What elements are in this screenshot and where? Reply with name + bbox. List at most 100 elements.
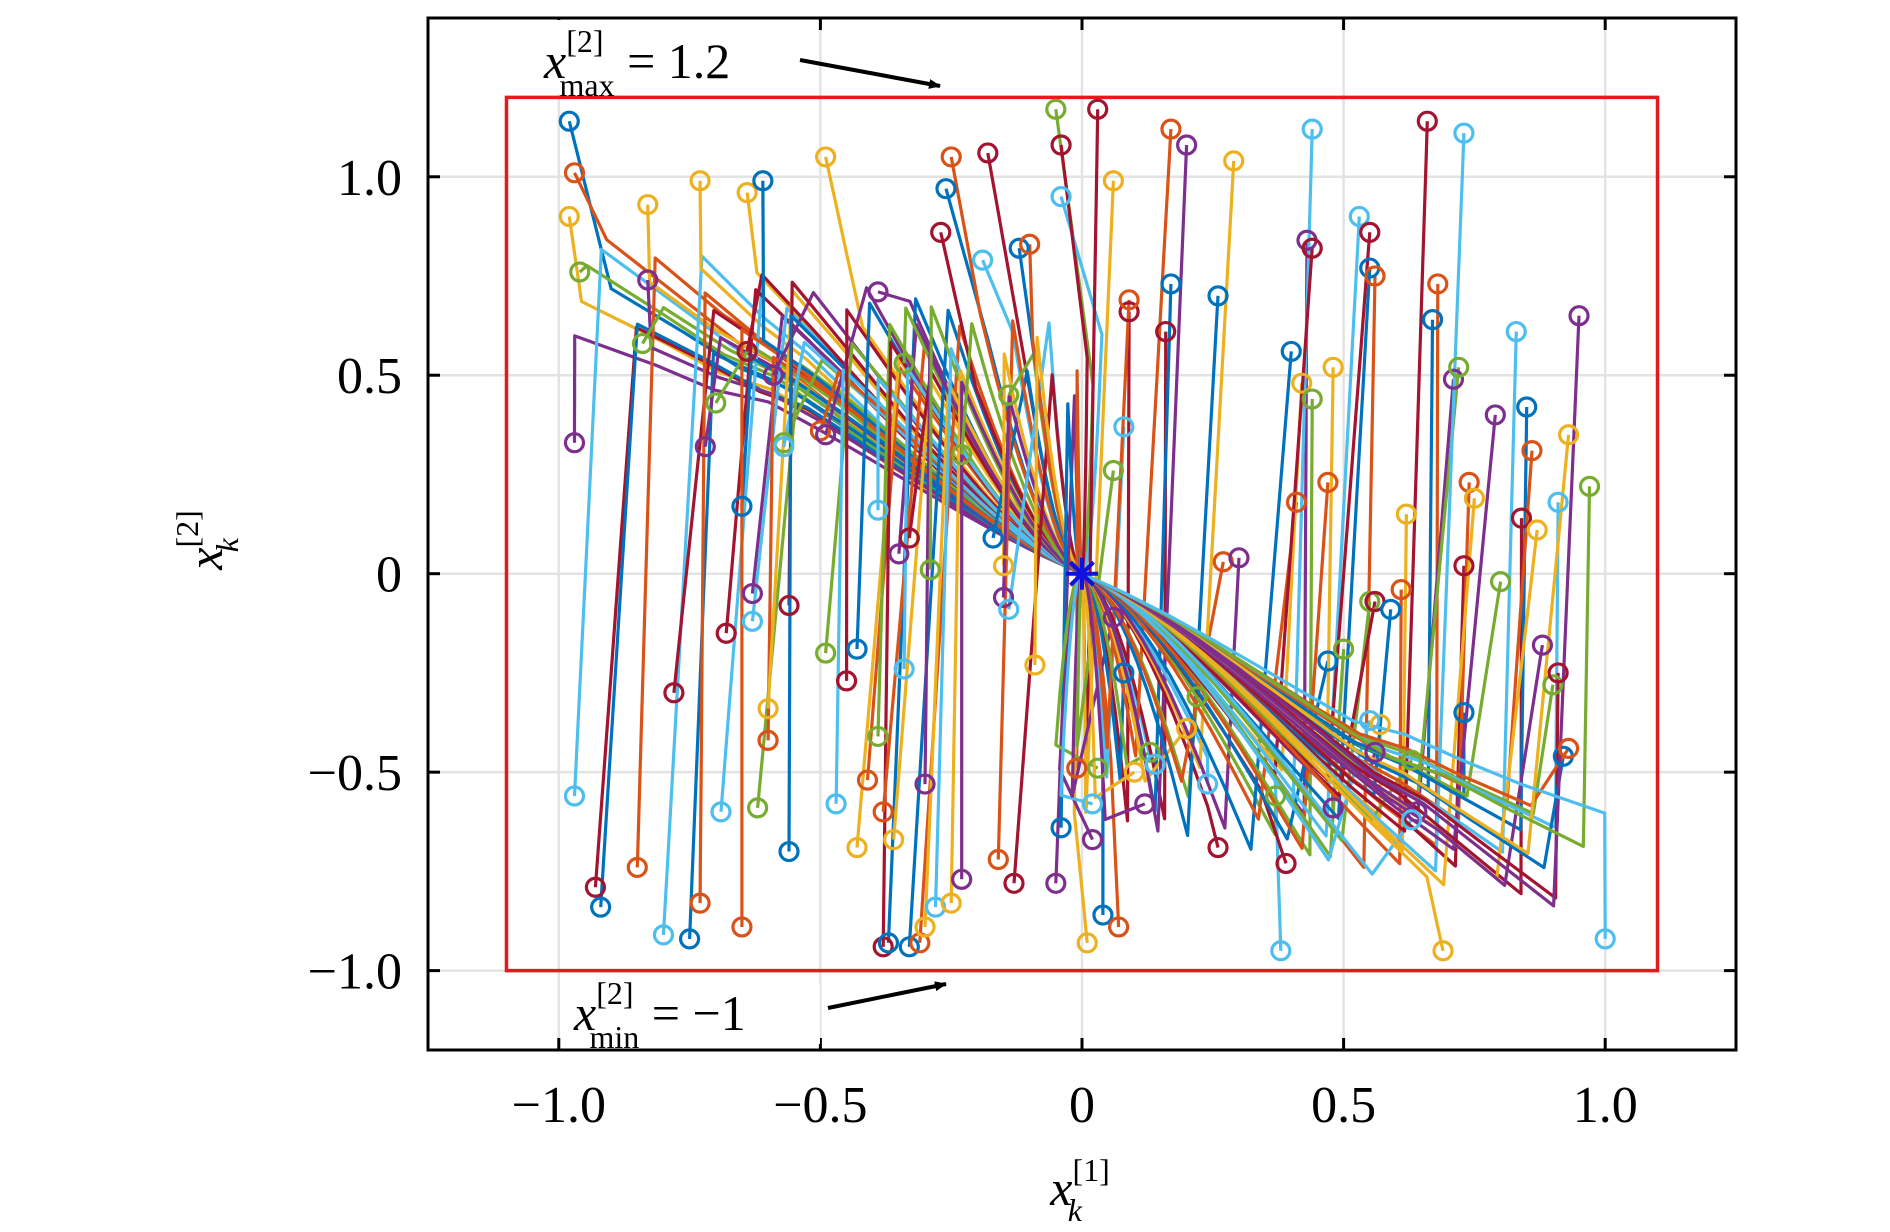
initial-state-marker	[1510, 507, 1533, 529]
initial-state-marker	[1003, 872, 1025, 894]
initial-state-marker	[815, 642, 837, 664]
annotation-xmax: x[2] max = 1.2	[540, 20, 941, 103]
initial-state-marker	[1144, 753, 1166, 775]
initial-state-marker	[1081, 829, 1104, 851]
trajectory-line	[960, 380, 1083, 880]
initial-state-marker	[736, 340, 758, 363]
initial-state-marker	[867, 281, 889, 303]
initial-state-marker	[1280, 340, 1302, 363]
equilibrium-stroke	[1069, 560, 1095, 587]
initial-state-marker	[935, 178, 957, 200]
initial-state-marker	[731, 495, 753, 517]
initial-state-marker	[736, 182, 758, 204]
initial-state-marker	[694, 436, 716, 458]
initial-state-marker	[778, 840, 800, 863]
svg-text:x[2]max = 1.2: x[2] max = 1.2	[543, 23, 730, 103]
initial-state-marker	[1102, 606, 1124, 628]
initial-state-marker	[1207, 836, 1229, 859]
initial-state-marker	[715, 622, 737, 644]
initial-state-marker	[689, 892, 711, 914]
initial-state-marker	[757, 698, 779, 720]
initial-state-marker	[747, 797, 769, 819]
trajectory-line	[646, 279, 1083, 576]
initial-state-marker	[1050, 817, 1072, 839]
initial-state-marker	[893, 658, 915, 680]
initial-state-marker	[1526, 519, 1548, 541]
initial-state-marker	[872, 801, 894, 823]
initial-state-marker	[558, 110, 580, 132]
initial-state-marker	[1160, 118, 1182, 140]
initial-state-marker	[835, 670, 858, 692]
initial-state-marker	[710, 801, 732, 823]
initial-state-marker	[1102, 170, 1124, 192]
trajectory-line	[1081, 482, 1330, 850]
initial-state-marker	[1521, 440, 1543, 462]
initial-state-marker	[1322, 356, 1344, 378]
initial-state-marker	[1594, 928, 1616, 950]
initial-state-marker	[705, 392, 727, 414]
annotation-xmax-arrow	[799, 58, 941, 89]
constraint-box	[504, 95, 1660, 973]
initial-state-marker	[1301, 118, 1323, 140]
initial-state-marker	[1317, 650, 1339, 672]
y-tick-label: −1.0	[308, 944, 402, 1001]
initial-state-marker	[1453, 555, 1475, 577]
initial-state-marker	[584, 876, 607, 898]
initial-state-marker	[940, 892, 962, 914]
initial-state-marker	[1578, 475, 1601, 497]
x-tick-label: 1.0	[1573, 1077, 1638, 1134]
initial-state-marker	[1139, 741, 1161, 763]
initial-state-marker	[1087, 98, 1109, 120]
initial-state-marker	[1359, 709, 1381, 732]
initial-state-marker	[1118, 301, 1140, 323]
initial-state-marker	[1322, 797, 1344, 819]
initial-state-marker	[982, 527, 1004, 549]
svg-text:x[2]min = −1: x[2] min = −1	[573, 975, 746, 1055]
initial-state-marker	[1176, 717, 1198, 740]
annotation-xmin: x[2] min = −1	[570, 975, 947, 1055]
initial-state-marker	[1557, 424, 1580, 446]
initial-state-marker	[1285, 491, 1308, 513]
initial-state-marker	[856, 769, 879, 791]
initial-state-marker	[1448, 356, 1470, 378]
initial-state-marker	[1568, 305, 1590, 327]
trajectory-layer	[567, 109, 1607, 952]
constraint-box-layer	[504, 95, 1660, 973]
initial-state-marker	[689, 170, 711, 192]
trajectory-line	[1081, 315, 1581, 908]
initial-state-marker	[1291, 372, 1313, 394]
initial-state-marker	[898, 527, 920, 549]
initial-state-marker	[1463, 487, 1486, 509]
y-tick-label: 0	[376, 547, 402, 604]
initial-state-marker	[951, 444, 973, 466]
annotation-xmin-arrow	[827, 981, 947, 1010]
initial-state-marker	[987, 848, 1009, 871]
initial-state-marker	[867, 725, 889, 748]
trajectory-line	[766, 355, 1083, 741]
initial-state-marker	[590, 896, 612, 918]
initial-state-marker	[1516, 396, 1538, 418]
initial-state-marker	[741, 582, 763, 605]
initial-state-marker	[971, 249, 994, 271]
initial-state-marker	[914, 773, 936, 795]
initial-state-marker	[1019, 233, 1041, 255]
x-tick-label: 0.5	[1311, 1077, 1376, 1134]
trajectory-line	[1080, 572, 1136, 800]
initial-state-marker	[815, 424, 837, 446]
initial-state-marker	[1427, 273, 1449, 295]
y-tick-label: 1.0	[337, 150, 402, 207]
initial-state-marker	[1348, 205, 1370, 228]
initial-state-marker	[757, 729, 779, 752]
initial-state-marker	[1301, 237, 1323, 259]
x-tick-label: −0.5	[773, 1077, 867, 1134]
initial-state-marker	[1364, 265, 1386, 287]
tick-labels: −1.0 −0.5 0 0.5 1.0 −1.0 −0.5 0 0.5 1.0	[308, 150, 1638, 1134]
initial-state-marker	[1050, 186, 1072, 208]
initial-state-marker	[940, 146, 962, 168]
trajectory-line	[1081, 144, 1189, 833]
initial-state-marker	[663, 682, 685, 704]
initial-state-marker	[1207, 285, 1229, 307]
initial-state-marker	[888, 543, 910, 565]
initial-state-marker	[1087, 757, 1109, 779]
